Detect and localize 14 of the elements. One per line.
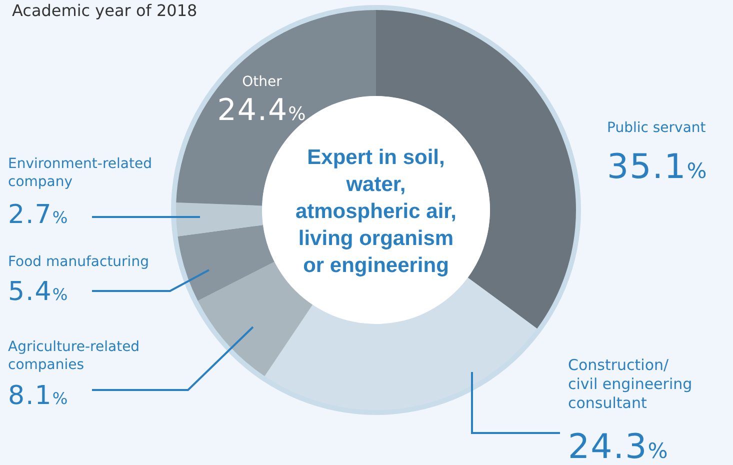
slice-label: Food manufacturing <box>8 254 149 270</box>
data-label: 5.4% <box>8 277 69 307</box>
slice-label: Public servant <box>607 120 706 136</box>
chart-title: Academic year of 2018 <box>12 1 198 20</box>
data-label: 2.7% <box>8 200 69 230</box>
data-label: 35.1% <box>607 147 708 187</box>
text: Expert in soil, water, atmospheric air, living organism or engineering <box>295 146 457 277</box>
data-label: 24.3% <box>568 427 669 465</box>
data-label: 8.1% <box>8 381 69 411</box>
slice-label: Environment-related company <box>8 156 152 190</box>
data-label: 24.4% <box>217 93 307 128</box>
slice-label: Agriculture-related companies <box>8 339 140 373</box>
slice-label: Construction/civil engineering consultant <box>568 356 692 412</box>
slice-label: Other <box>242 74 282 90</box>
